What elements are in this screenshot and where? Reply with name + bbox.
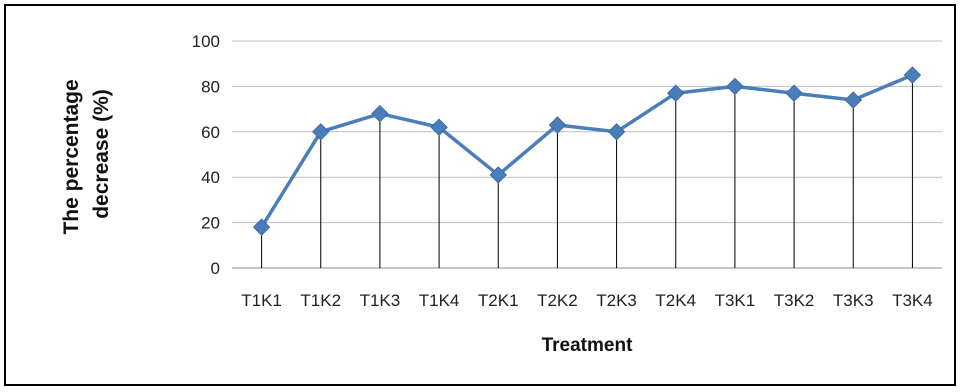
y-tick-labels: 0 20 40 60 80 100 — [192, 32, 220, 278]
gridlines — [232, 40, 942, 269]
line-chart: 0 20 40 60 80 100 T1K1 T1K2 T1K3 T1K4 T2K1 T2K2 T2K… — [60, 32, 942, 356]
data-point-T1K1 — [252, 218, 271, 236]
x-tick-label-T1K3: T1K3 — [360, 291, 401, 310]
y-tick-label-0: 0 — [211, 259, 220, 278]
data-point-T1K2 — [312, 123, 330, 141]
x-tick-label-T2K3: T2K3 — [596, 291, 637, 310]
y-tick-label-80: 80 — [201, 77, 220, 96]
data-point-T1K4 — [430, 118, 448, 136]
data-point-T2K2 — [548, 116, 567, 134]
x-tick-label-T2K4: T2K4 — [655, 291, 696, 310]
x-tick-label-T2K1: T2K1 — [478, 291, 519, 310]
x-tick-label-T2K2: T2K2 — [537, 291, 578, 310]
y-tick-label-20: 20 — [201, 214, 220, 233]
x-tick-label-T3K2: T3K2 — [774, 291, 815, 310]
data-point-T3K2 — [785, 84, 803, 102]
chart-frame: 0 20 40 60 80 100 T1K1 T1K2 T1K3 T1K4 T2K1 T2K2 T2K… — [4, 4, 956, 386]
x-tick-label-T1K4: T1K4 — [419, 291, 460, 310]
y-axis-title-line-2: decrease (%) — [90, 89, 113, 219]
y-axis-title-line-1: The percentage — [60, 79, 83, 234]
x-tick-label-T1K2: T1K2 — [300, 291, 341, 310]
data-point-T2K3 — [607, 123, 626, 141]
x-axis-title: Treatment — [542, 335, 633, 356]
data-point-T1K3 — [371, 104, 389, 123]
x-tick-label-T1K1: T1K1 — [241, 291, 282, 310]
data-point-T3K4 — [903, 66, 922, 84]
x-tick-label-T3K3: T3K3 — [833, 291, 874, 310]
y-axis-title: The percentage decrease (%) — [60, 73, 113, 234]
data-point-T2K4 — [667, 84, 685, 102]
data-point-T3K3 — [844, 91, 862, 109]
series-line — [260, 73, 914, 229]
x-tick-label-T3K1: T3K1 — [715, 291, 756, 310]
data-point-T3K1 — [726, 77, 744, 96]
y-tick-label-60: 60 — [201, 123, 220, 142]
x-tick-labels: T1K1 T1K2 T1K3 T1K4 T2K1 T2K2 T2K3 T2K4 T3K1 T3K2… — [241, 291, 932, 310]
x-tick-label-T3K4: T3K4 — [892, 291, 933, 310]
y-tick-label-40: 40 — [201, 168, 220, 187]
drop-lines — [261, 75, 913, 268]
series-layer — [252, 66, 922, 236]
data-point-T2K1 — [489, 166, 507, 184]
y-tick-label-100: 100 — [192, 32, 220, 51]
